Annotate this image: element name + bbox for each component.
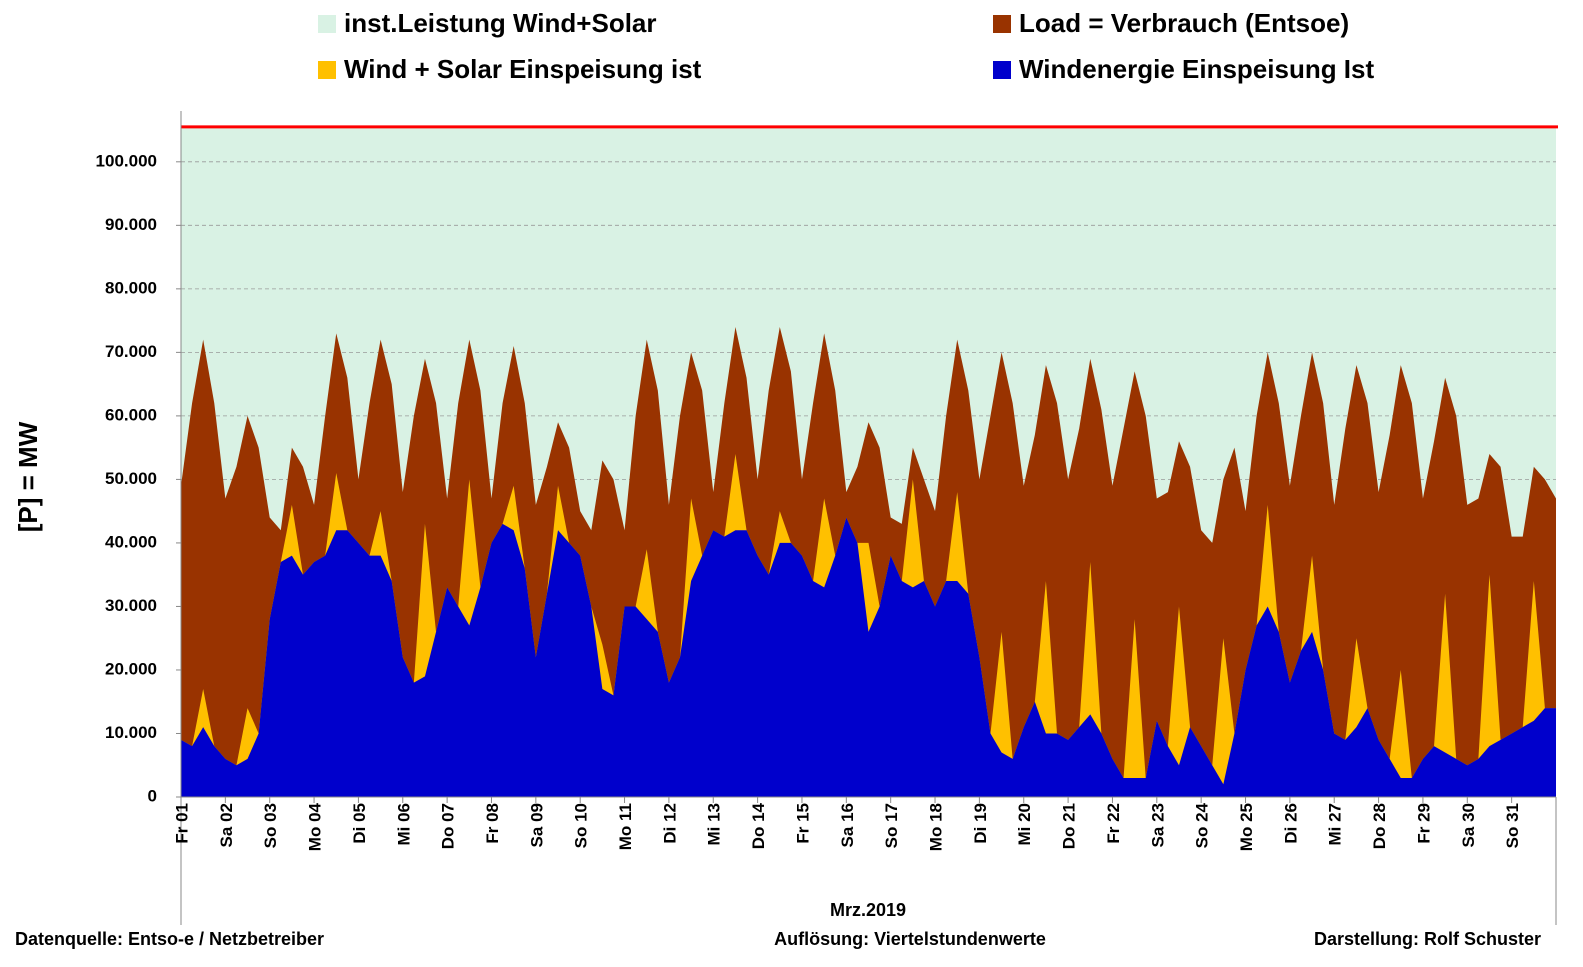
y-tick-label: 20.000 bbox=[105, 659, 157, 678]
x-tick-label: Fr 22 bbox=[1104, 803, 1123, 844]
legend-swatch bbox=[993, 15, 1011, 33]
x-tick-label: Fr 01 bbox=[172, 803, 191, 844]
x-tick-label: Di 05 bbox=[350, 803, 369, 844]
y-tick-label: 70.000 bbox=[105, 342, 157, 361]
x-tick-label: Mi 13 bbox=[705, 803, 724, 846]
x-tick-label: Sa 16 bbox=[838, 803, 857, 847]
x-tick-label: Di 26 bbox=[1281, 803, 1300, 844]
x-tick-label: Sa 02 bbox=[217, 803, 236, 847]
y-tick-label: 60.000 bbox=[105, 405, 157, 424]
x-tick-label: Di 19 bbox=[971, 803, 990, 844]
x-tick-label: So 03 bbox=[261, 803, 280, 848]
y-tick-label: 50.000 bbox=[105, 469, 157, 488]
legend-label: inst.Leistung Wind+Solar bbox=[344, 8, 657, 38]
x-tick-label: So 10 bbox=[572, 803, 591, 848]
x-tick-label: Do 21 bbox=[1060, 803, 1079, 849]
x-axis-label: Mrz.2019 bbox=[830, 900, 906, 920]
x-tick-label: Fr 15 bbox=[793, 803, 812, 844]
author-note: Darstellung: Rolf Schuster bbox=[1314, 929, 1541, 949]
y-tick-label: 40.000 bbox=[105, 532, 157, 551]
x-tick-label: Mi 27 bbox=[1326, 803, 1345, 846]
series-area bbox=[181, 517, 1556, 797]
legend-swatch bbox=[993, 61, 1011, 79]
x-tick-label: Fr 08 bbox=[483, 803, 502, 844]
y-tick-label: 80.000 bbox=[105, 278, 157, 297]
x-tick-label: Mo 04 bbox=[306, 802, 325, 851]
y-tick-label: 30.000 bbox=[105, 596, 157, 615]
x-tick-label: Di 12 bbox=[660, 803, 679, 844]
x-tick-label: Mo 11 bbox=[616, 803, 635, 850]
x-tick-label: Mo 18 bbox=[927, 803, 946, 851]
x-tick-label: So 31 bbox=[1503, 803, 1522, 848]
resolution-note: Auflösung: Viertelstundenwerte bbox=[774, 929, 1046, 949]
x-tick-label: Mi 06 bbox=[394, 803, 413, 846]
x-tick-label: Do 07 bbox=[439, 803, 458, 849]
x-tick-label: Sa 23 bbox=[1148, 803, 1167, 847]
legend-swatch bbox=[318, 61, 336, 79]
source-note: Datenquelle: Entso-e / Netzbetreiber bbox=[15, 929, 324, 949]
x-tick-label: So 17 bbox=[882, 803, 901, 848]
legend-label: Wind + Solar Einspeisung ist bbox=[344, 54, 702, 84]
x-tick-label: So 24 bbox=[1193, 802, 1212, 848]
x-tick-label: Mo 25 bbox=[1237, 803, 1256, 851]
y-axis-label: [P] = MW bbox=[13, 421, 43, 532]
x-tick-label: Do 28 bbox=[1370, 803, 1389, 849]
x-tick-label: Sa 30 bbox=[1459, 803, 1478, 847]
y-tick-label: 100.000 bbox=[96, 151, 157, 170]
y-tick-label: 0 bbox=[148, 786, 157, 805]
x-tick-label: Do 14 bbox=[749, 802, 768, 849]
legend-swatch bbox=[318, 15, 336, 33]
legend-label: Windenergie Einspeisung Ist bbox=[1019, 54, 1374, 84]
x-tick-label: Sa 09 bbox=[527, 803, 546, 847]
y-tick-label: 90.000 bbox=[105, 215, 157, 234]
x-tick-label: Fr 29 bbox=[1414, 803, 1433, 844]
x-tick-label: Mi 20 bbox=[1015, 803, 1034, 846]
y-tick-label: 10.000 bbox=[105, 723, 157, 742]
legend-label: Load = Verbrauch (Entsoe) bbox=[1019, 8, 1349, 38]
